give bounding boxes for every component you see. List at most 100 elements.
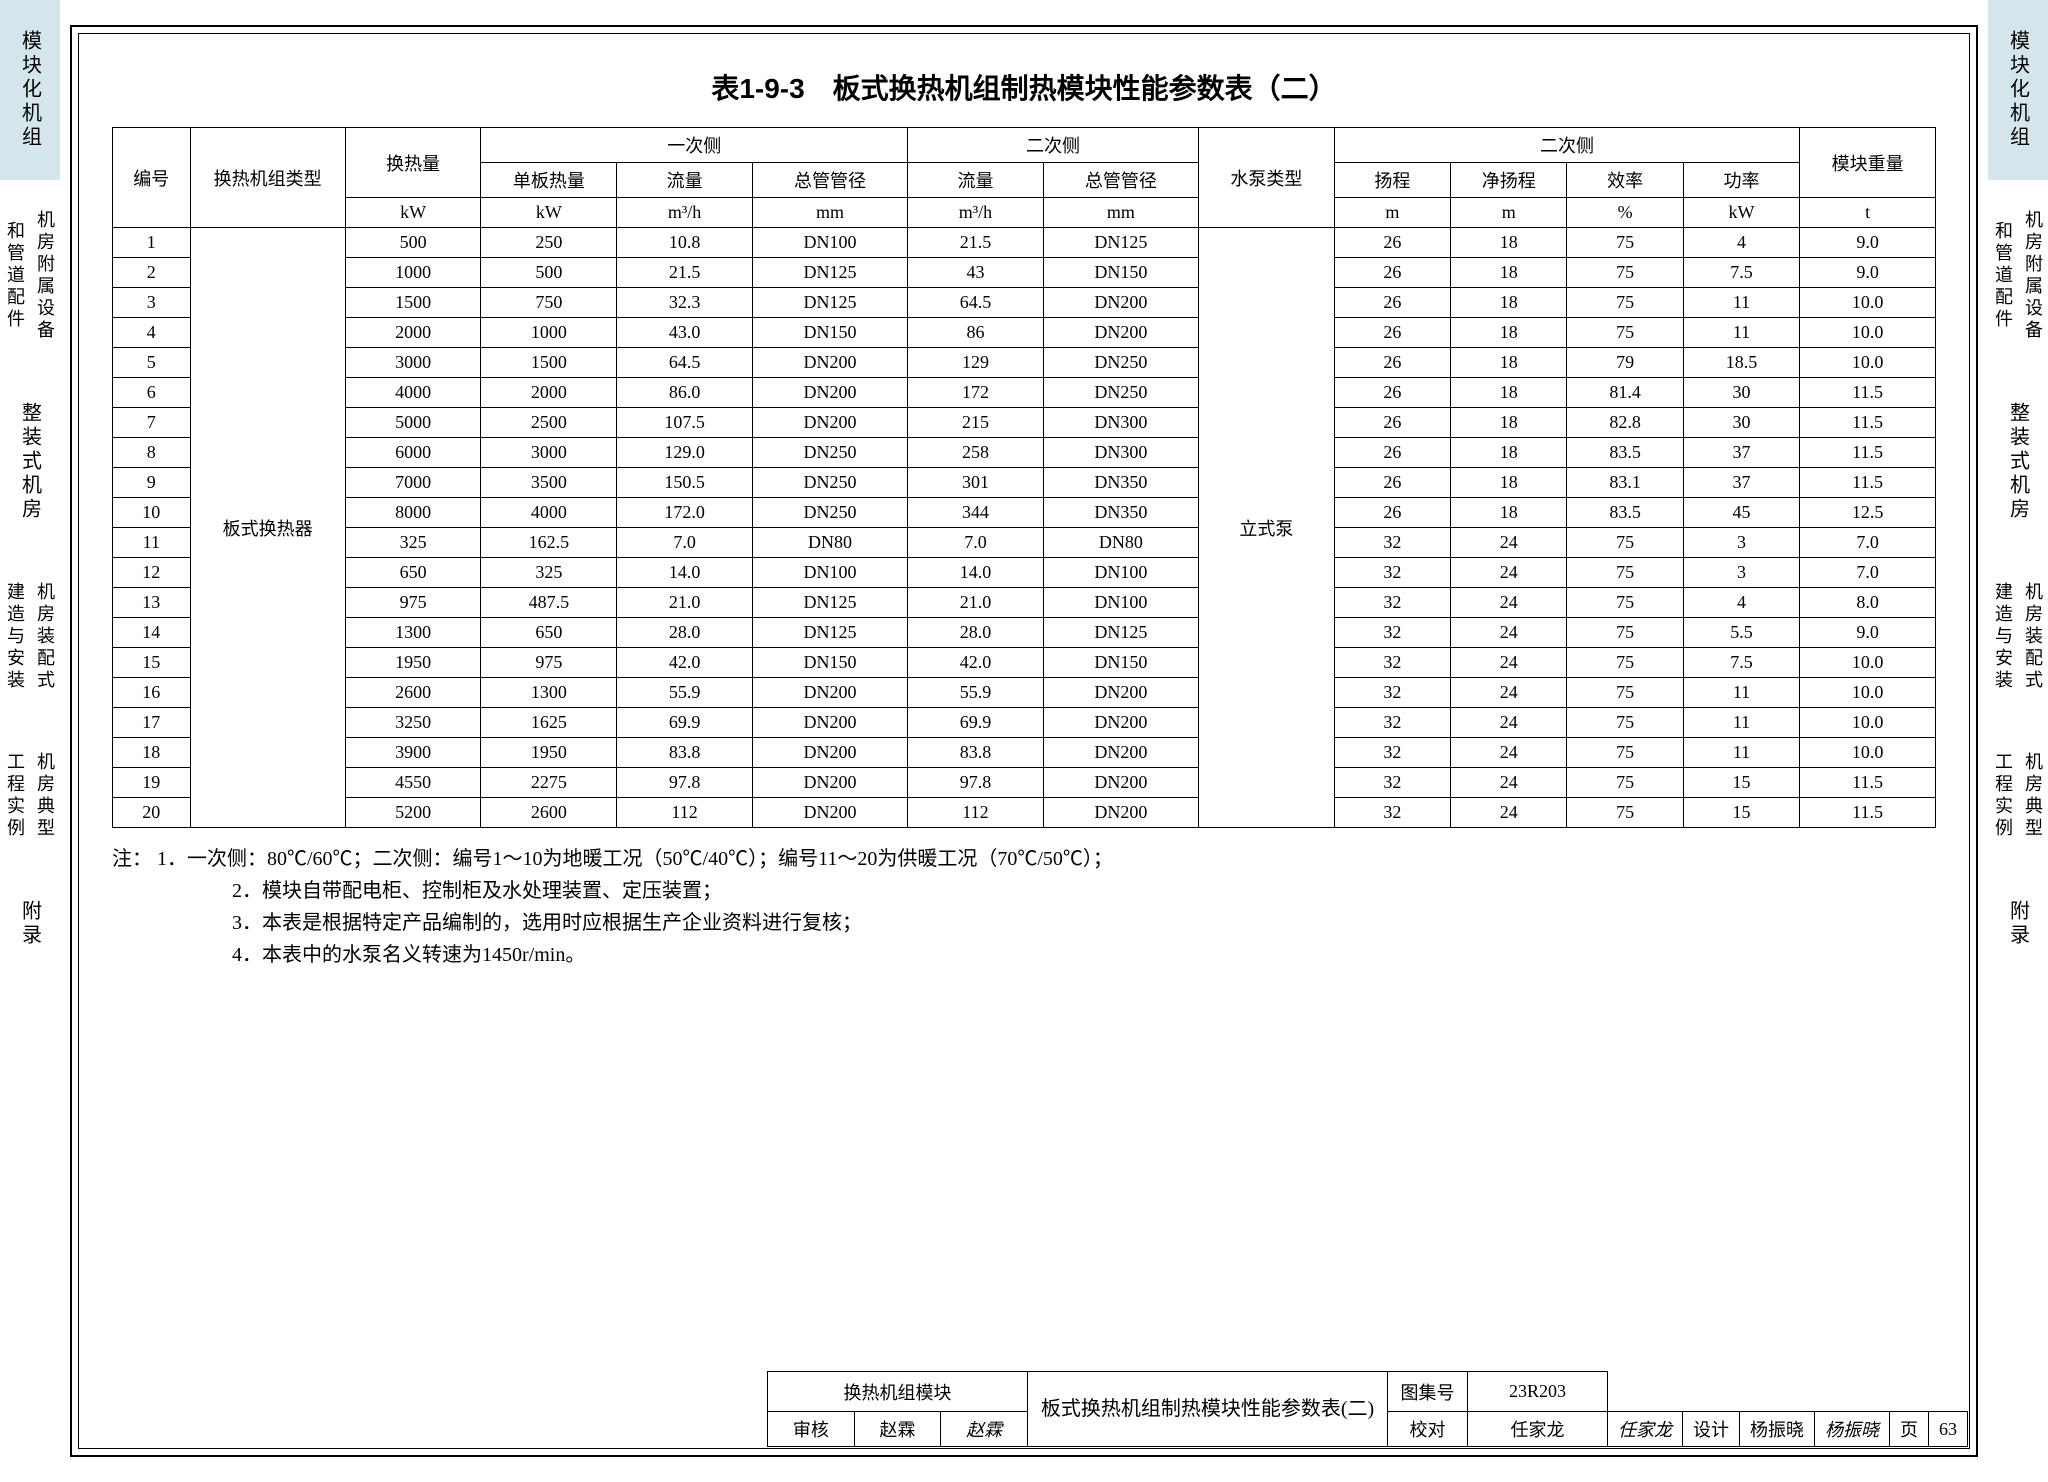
tab-assembly-b-r[interactable]: 建造与安装 [1988,552,2018,722]
tab-appendix-r[interactable]: 附录 [1988,870,2048,978]
cell: 2000 [481,378,617,408]
cell: DN200 [752,768,907,798]
table-row: 970003500150.5DN250301DN350261883.13711.… [113,468,1936,498]
cell: DN200 [752,798,907,828]
page-frame: 表1-9-3 板式换热机组制热模块性能参数表（二） 编号 换热机组类型 换热量 … [70,25,1978,1457]
cell: 18 [1451,348,1567,378]
colgroup-secondary-b: 二次侧 [1334,128,1799,163]
cell: 1000 [345,258,481,288]
cell: 11.5 [1800,378,1936,408]
tab-pipe-parts-a[interactable]: 机房附属设备 [30,180,60,372]
unit-mm: mm [752,198,907,228]
cell: 79 [1567,348,1683,378]
cell: DN250 [1043,348,1198,378]
cell: 7.0 [908,528,1044,558]
cell-no: 2 [113,258,191,288]
cell: DN200 [1043,768,1198,798]
cell: 26 [1334,228,1450,258]
table-row: 1080004000172.0DN250344DN350261883.54512… [113,498,1936,528]
cell: 3250 [345,708,481,738]
cell: 97.8 [908,768,1044,798]
cell: 3000 [345,348,481,378]
colgroup-primary: 一次侧 [481,128,908,163]
cell: 11 [1683,738,1799,768]
cell: 500 [481,258,617,288]
cell: 14.0 [908,558,1044,588]
cell: 28.0 [617,618,753,648]
unit-m3h2: m³/h [908,198,1044,228]
cell: 26 [1334,258,1450,288]
cell: 10.0 [1800,738,1936,768]
tab-packaged-r[interactable]: 整装式机房 [1988,372,2048,552]
cell: 18 [1451,228,1567,258]
note-4: 4．本表中的水泵名义转速为1450r/min。 [172,939,1936,971]
tab-module-r[interactable]: 模块化机组 [1988,0,2048,180]
cell: 75 [1567,678,1683,708]
cell: 32.3 [617,288,753,318]
tab-case-b[interactable]: 工程实例 [0,722,30,870]
col-nethead: 净扬程 [1451,163,1567,198]
cell: 9.0 [1800,258,1936,288]
cell: 1000 [481,318,617,348]
tab-pipe-parts-a-r[interactable]: 机房附属设备 [2018,180,2048,372]
table-row: 162600130055.9DN20055.9DN2003224751110.0 [113,678,1936,708]
cell: 55.9 [908,678,1044,708]
tab-assembly-b[interactable]: 建造与安装 [0,552,30,722]
unit-pct: % [1567,198,1683,228]
cell: 55.9 [617,678,753,708]
table-row: 1265032514.0DN10014.0DN10032247537.0 [113,558,1936,588]
cell: 11.5 [1800,408,1936,438]
cell: 24 [1451,798,1567,828]
cell: 11.5 [1800,768,1936,798]
cell: 500 [345,228,481,258]
cell: 69.9 [908,708,1044,738]
dtb-review-label: 审核 [768,1412,855,1447]
dtb-page-label: 页 [1890,1412,1929,1447]
cell: DN350 [1043,498,1198,528]
cell: 69.9 [617,708,753,738]
cell-no: 12 [113,558,191,588]
unit-mm2: mm [1043,198,1198,228]
table-row: 42000100043.0DN15086DN2002618751110.0 [113,318,1936,348]
col-power: 功率 [1683,163,1799,198]
tab-assembly-a[interactable]: 机房装配式 [30,552,60,722]
tab-module[interactable]: 模块化机组 [0,0,60,180]
cell: 325 [345,528,481,558]
cell: DN80 [752,528,907,558]
table-row: 14130065028.0DN12528.0DN1253224755.59.0 [113,618,1936,648]
cell: DN150 [752,318,907,348]
table-row: 194550227597.8DN20097.8DN2003224751511.5 [113,768,1936,798]
tab-pipe-parts-b[interactable]: 和管道配件 [0,180,30,372]
tab-case-a[interactable]: 机房典型 [30,722,60,870]
right-tab-strip: 模块化机组 和管道配件 机房附属设备 整装式机房 建造与安装 机房装配式 工程实… [1988,0,2048,1482]
cell: DN200 [752,348,907,378]
tab-pipe-parts-b-r[interactable]: 和管道配件 [1988,180,2018,372]
cell-no: 7 [113,408,191,438]
col-type: 换热机组类型 [190,128,345,228]
table-title: 表1-9-3 板式换热机组制热模块性能参数表（二） [112,67,1936,107]
cell: 24 [1451,528,1567,558]
col-heat: 换热量 [345,128,481,198]
cell: 750 [481,288,617,318]
tab-case-a-r[interactable]: 机房典型 [2018,722,2048,870]
tab-case-b-r[interactable]: 工程实例 [1988,722,2018,870]
cell: 112 [908,798,1044,828]
tab-appendix[interactable]: 附录 [0,870,60,978]
cell-no: 14 [113,618,191,648]
unit-m: m [1334,198,1450,228]
col-head: 扬程 [1334,163,1450,198]
cell: DN150 [1043,648,1198,678]
cell: 75 [1567,588,1683,618]
cell-no: 19 [113,768,191,798]
cell: 15 [1683,798,1799,828]
cell: 1625 [481,708,617,738]
cell: 11.5 [1800,468,1936,498]
notes-label: 注： [112,848,152,870]
cell: 18 [1451,498,1567,528]
spec-table: 编号 换热机组类型 换热量 一次侧 二次侧 水泵类型 二次侧 模块重量 单板热量… [112,127,1936,828]
cell: 1950 [345,648,481,678]
tab-packaged[interactable]: 整装式机房 [0,372,60,552]
cell: 42.0 [617,648,753,678]
tab-assembly-a-r[interactable]: 机房装配式 [2018,552,2048,722]
cell-no: 16 [113,678,191,708]
